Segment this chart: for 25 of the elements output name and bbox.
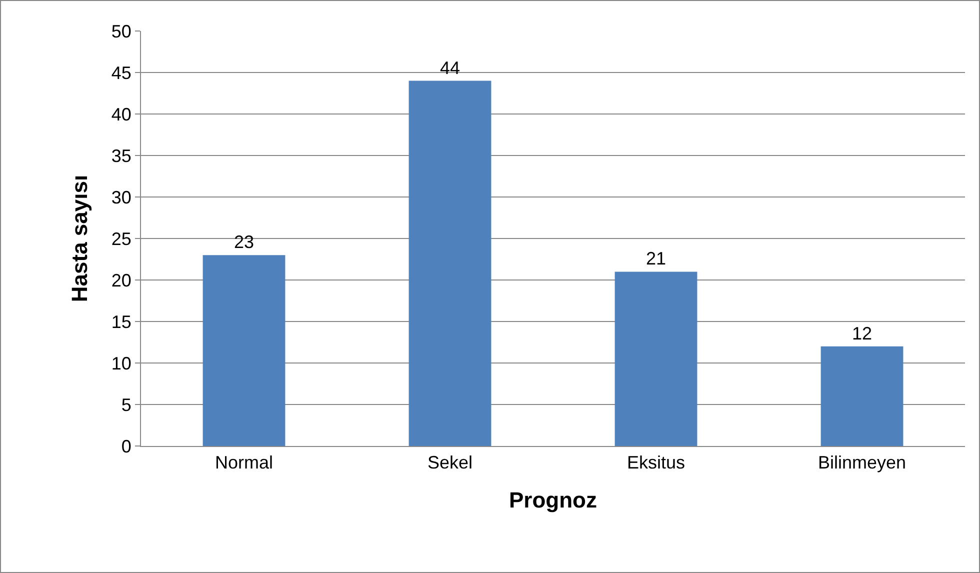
y-tick-label: 50 (111, 21, 132, 42)
x-tick-label: Eksitus (626, 452, 686, 473)
data-label: 23 (234, 232, 254, 252)
y-tick-label: 30 (111, 187, 132, 208)
x-tick-label: Normal (214, 452, 274, 473)
y-tick-label: 20 (111, 270, 132, 290)
x-axis-title: Prognoz (509, 488, 597, 512)
y-tick-label: 15 (111, 312, 132, 332)
y-tick-label: 40 (111, 104, 132, 124)
y-tick-label: 25 (111, 228, 132, 249)
y-tick-label: 10 (111, 353, 132, 374)
y-tick-label: 45 (111, 62, 132, 83)
x-tick-label: Sekel (427, 452, 473, 473)
bar (614, 272, 698, 446)
data-label: 21 (646, 248, 666, 269)
y-tick-label: 35 (111, 146, 132, 166)
data-label: 12 (852, 323, 872, 344)
bar (202, 255, 286, 446)
y-tick-label: 5 (121, 394, 132, 415)
x-tick-label: Bilinmeyen (818, 452, 906, 473)
y-tick-label: 0 (121, 436, 132, 456)
y-axis-title: Hasta sayısı (67, 174, 92, 302)
data-label: 44 (440, 58, 460, 78)
bar (820, 346, 904, 446)
bar (408, 80, 492, 446)
